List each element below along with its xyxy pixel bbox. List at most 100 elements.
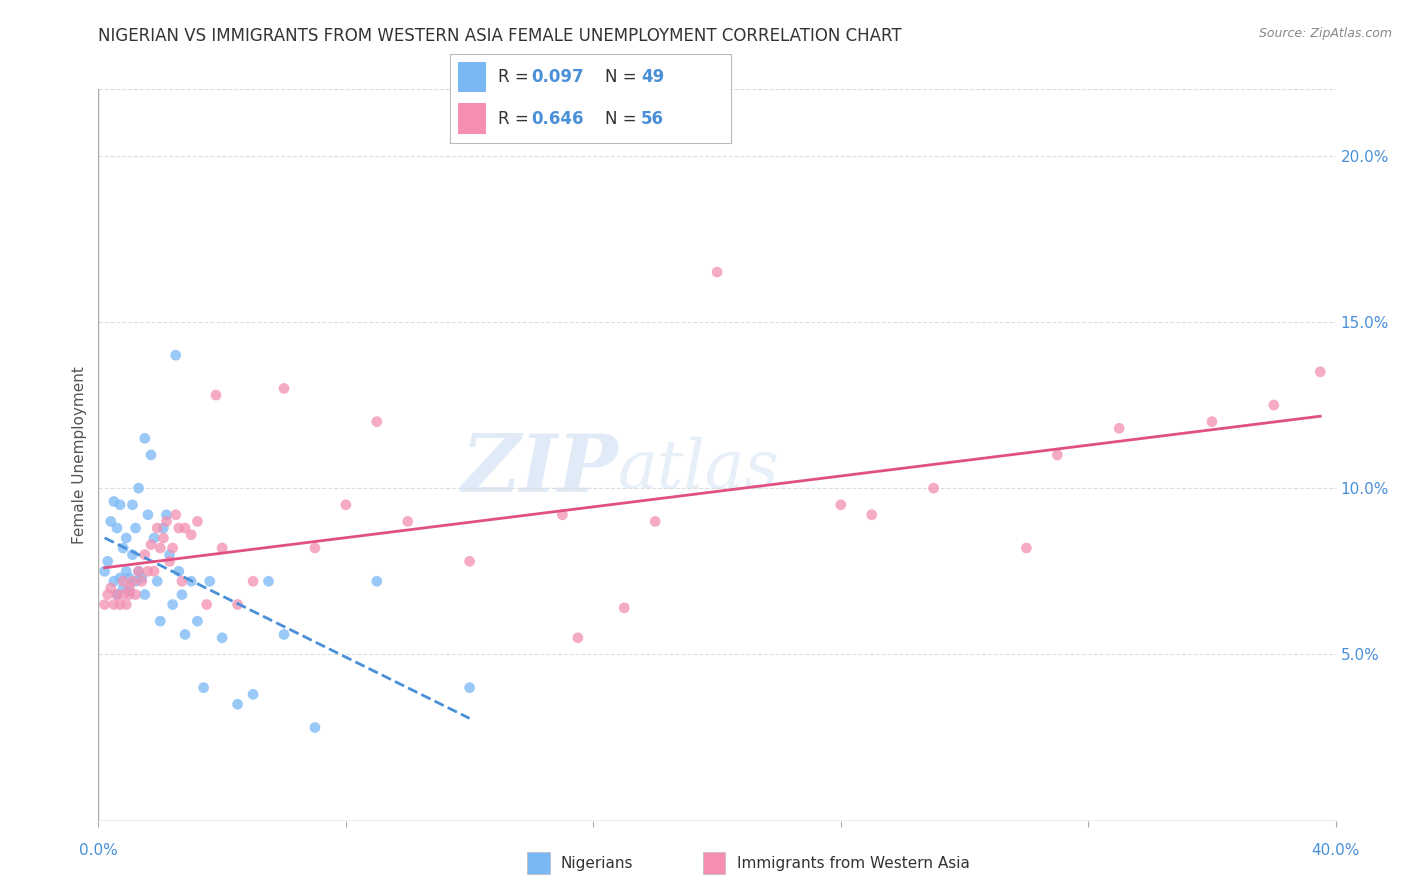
Point [211,631,233,645]
Point [152,531,174,545]
Point [551,508,574,522]
Point [193,681,215,695]
Point [1015,541,1038,555]
Point [134,431,156,445]
Point [366,574,388,589]
Point [273,627,295,641]
Point [146,574,169,589]
Point [131,574,153,589]
Point [706,265,728,279]
Point [174,627,197,641]
Point [167,521,190,535]
Y-axis label: Female Unemployment: Female Unemployment [72,366,87,544]
Point [613,600,636,615]
Point [366,415,388,429]
Point [115,598,138,612]
Point [134,548,156,562]
Text: N =: N = [605,110,641,128]
Point [136,564,159,578]
Text: 49: 49 [641,68,665,86]
Point [112,541,135,555]
Point [103,494,125,508]
Point [108,571,131,585]
Text: 0.097: 0.097 [531,68,583,86]
Point [165,348,187,362]
Point [170,574,193,589]
Point [159,548,181,562]
Point [97,554,120,568]
Point [118,571,141,585]
Point [186,614,208,628]
Text: ZIP: ZIP [461,431,619,508]
Point [118,584,141,599]
Point [112,574,135,589]
Point [304,721,326,735]
Text: atlas: atlas [619,437,780,502]
Point [139,538,162,552]
Point [242,574,264,589]
Point [1201,415,1223,429]
Text: 40.0%: 40.0% [1312,843,1360,858]
Point [1108,421,1130,435]
Point [128,481,150,495]
Point [128,564,150,578]
Point [149,614,172,628]
Point [143,531,166,545]
Point [922,481,945,495]
Text: 56: 56 [641,110,664,128]
Point [105,521,128,535]
Point [242,687,264,701]
Text: Nigerians: Nigerians [561,855,634,871]
Point [112,581,135,595]
Point [124,588,146,602]
Text: 0.0%: 0.0% [79,843,118,858]
Point [162,541,184,555]
Point [458,554,481,568]
Point [167,564,190,578]
Point [100,515,122,529]
Point [1309,365,1331,379]
Point [115,564,138,578]
Text: R =: R = [498,68,534,86]
Point [108,498,131,512]
Point [226,598,249,612]
Point [93,598,115,612]
Point [105,588,128,602]
Point [118,588,141,602]
Point [273,381,295,395]
Point [205,388,228,402]
Point [103,574,125,589]
Point [112,588,135,602]
Point [155,515,177,529]
Point [97,588,120,602]
Point [121,574,143,589]
Point [108,598,131,612]
Text: Source: ZipAtlas.com: Source: ZipAtlas.com [1258,27,1392,40]
Point [1046,448,1069,462]
Point [211,541,233,555]
Point [396,515,419,529]
Point [149,541,172,555]
Text: NIGERIAN VS IMMIGRANTS FROM WESTERN ASIA FEMALE UNEMPLOYMENT CORRELATION CHART: NIGERIAN VS IMMIGRANTS FROM WESTERN ASIA… [98,27,903,45]
Point [139,448,162,462]
Point [830,498,852,512]
Point [170,588,193,602]
Text: R =: R = [498,110,534,128]
Point [304,541,326,555]
Point [195,598,218,612]
Point [134,588,156,602]
Point [174,521,197,535]
Point [644,515,666,529]
Point [121,548,143,562]
Point [93,564,115,578]
Point [335,498,357,512]
Point [115,531,138,545]
Point [143,564,166,578]
Point [124,521,146,535]
Point [152,521,174,535]
Point [165,508,187,522]
Point [100,581,122,595]
Text: 0.646: 0.646 [531,110,583,128]
Point [860,508,883,522]
Point [121,498,143,512]
